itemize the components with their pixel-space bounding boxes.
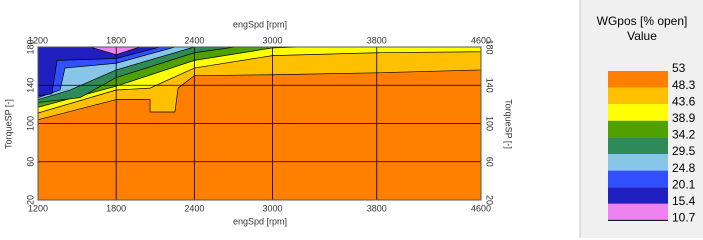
y-tick-label-right: 20 [485, 195, 495, 205]
legend-swatch [608, 87, 668, 105]
legend-label: 48.3 [672, 78, 696, 92]
y-axis-title: TorqueSP [-] [3, 99, 13, 149]
legend-label: 24.8 [672, 161, 696, 175]
x-tick-label-top: 2400 [184, 35, 204, 45]
y-axis-title-right: TorqueSP [-] [504, 99, 514, 149]
legend-label: 10.7 [672, 211, 696, 225]
legend-label: 15.4 [672, 194, 696, 208]
y-tick-label: 180 [25, 39, 35, 54]
contour-region [89, 47, 141, 56]
legend-swatch [608, 137, 668, 154]
y-tick-label-right: 100 [485, 116, 495, 131]
legend-swatch [608, 71, 668, 88]
legend-swatch [608, 154, 668, 171]
legend-label: 34.2 [672, 128, 696, 142]
x-tick-label: 1200 [28, 203, 48, 213]
x-tick-label-top: 3800 [367, 35, 387, 45]
legend-subtitle: Value [627, 29, 657, 43]
x-tick-label: 1800 [106, 203, 126, 213]
y-tick-label-right: 180 [485, 39, 495, 54]
legend-swatch [608, 170, 668, 188]
legend-swatch [608, 203, 668, 221]
y-tick-label: 100 [25, 116, 35, 131]
legend-swatch [608, 120, 668, 138]
x-tick-label-top: 3000 [263, 35, 283, 45]
y-tick-label: 20 [25, 195, 35, 205]
y-tick-label-right: 60 [485, 157, 495, 167]
legend-title: WGpos [% open] [597, 14, 688, 28]
x-tick-label: 3000 [263, 203, 283, 213]
x-axis-title: engSpd [rpm] [233, 216, 287, 226]
legend: WGpos [% open] Value 53 48.3 43.6 38.9 34.2 2… [597, 14, 696, 224]
plot-border [37, 46, 482, 201]
x-tick-label-top: 1200 [28, 35, 48, 45]
y-tick-label: 140 [25, 78, 35, 93]
legend-label: 38.9 [672, 111, 696, 125]
legend-label: 20.1 [672, 177, 696, 191]
x-tick-label-top: 4600 [471, 35, 491, 45]
legend-swatch [608, 187, 668, 204]
legend-swatch [608, 104, 668, 121]
x-axis-title-top: engSpd [rpm] [233, 19, 287, 29]
legend-label: 53 [672, 61, 686, 75]
x-tick-label: 4600 [471, 203, 491, 213]
legend-label: 29.5 [672, 144, 696, 158]
legend-label: 43.6 [672, 94, 696, 108]
y-tick-label-right: 140 [485, 78, 495, 93]
x-tick-label: 2400 [184, 203, 204, 213]
axes: 1200 1200 1800 1800 2400 2400 3000 3000 3800 3800… [25, 35, 494, 213]
y-tick-label: 60 [25, 157, 35, 167]
x-tick-label-top: 1800 [106, 35, 126, 45]
x-tick-label: 3800 [367, 203, 387, 213]
